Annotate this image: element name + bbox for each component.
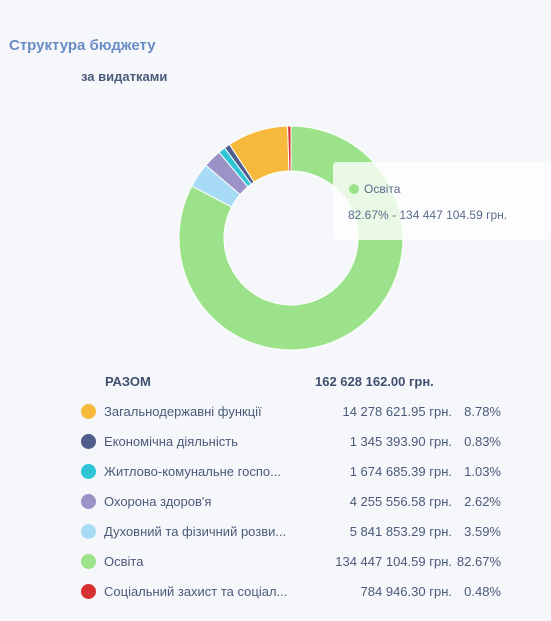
legend-item-separator: - [442,554,447,569]
tooltip-color-dot [349,184,359,194]
total-value: 162 628 162.00 грн. [315,374,434,389]
legend-item-name: Економічна діяльність [104,434,238,449]
tooltip-name: Освіта [364,182,401,196]
legend-item-separator: - [442,404,447,419]
legend-marker-icon [81,494,96,509]
legend-item-separator: - [442,434,447,449]
legend-item-name: Житлово-комунальне госпо... [104,464,281,479]
legend-item-percent: 3.59% [464,524,501,539]
legend-item[interactable]: Охорона здоров'я 4 255 556.58 грн. - 2.62% [0,486,551,516]
legend-item-separator: - [442,464,447,479]
legend-item-separator: - [442,584,447,599]
legend-item-name: Загальнодержавні функції [104,404,262,419]
legend-item-amount: 1 345 393.90 грн. [349,434,452,449]
legend-marker-icon [81,404,96,419]
legend-item[interactable]: Загальнодержавні функції 14 278 621.95 гр… [0,396,551,426]
legend-item-separator: - [442,524,447,539]
donut-slice-7[interactable] [287,125,292,172]
legend-item-amount: 134 447 104.59 грн. [335,554,452,569]
legend-item-percent: 1.03% [464,464,501,479]
legend-item-name: Духовний та фізичний розви... [104,524,287,539]
legend-item-percent: 0.83% [464,434,501,449]
legend-marker-icon [81,554,96,569]
legend-item[interactable]: Соціальний захист та соціал... 784 946.30… [0,576,551,606]
legend-item-amount: 5 841 853.29 грн. [349,524,452,539]
legend-item-percent: 2.62% [464,494,501,509]
legend-item-percent: 82.67% [456,554,501,569]
legend-item-separator: - [442,494,447,509]
legend-item-amount: 14 278 621.95 грн. [342,404,452,419]
legend-item-percent: 0.48% [464,584,501,599]
legend-item-percent: 8.78% [464,404,501,419]
legend-item[interactable]: Духовний та фізичний розви... 5 841 853.2… [0,516,551,546]
legend-marker-icon [81,464,96,479]
legend-item-amount: 4 255 556.58 грн. [349,494,452,509]
legend-item[interactable]: Освіта 134 447 104.59 грн. -82.67% [0,546,551,576]
legend-marker-icon [81,524,96,539]
legend-item-amount: 784 946.30 грн. [360,584,452,599]
tooltip-value: 82.67% - 134 447 104.59 грн. [348,208,508,222]
legend-item[interactable]: Житлово-комунальне госпо... 1 674 685.39 … [0,456,551,486]
chart-tooltip: Освіта 82.67% - 134 447 104.59 грн. [333,162,551,240]
legend-item-name: Освіта [104,554,144,569]
legend-total-row: РАЗОМ 162 628 162.00 грн. [0,366,551,396]
legend-item-amount: 1 674 685.39 грн. [349,464,452,479]
legend-item-name: Соціальний захист та соціал... [104,584,288,599]
chart-subtitle: за видатками [81,69,168,84]
legend-item[interactable]: Економічна діяльність 1 345 393.90 грн. - 0… [0,426,551,456]
total-label: РАЗОМ [105,374,151,389]
legend-item-name: Охорона здоров'я [104,494,212,509]
legend-marker-icon [81,434,96,449]
chart-title: Структура бюджету [9,37,156,54]
legend-marker-icon [81,584,96,599]
